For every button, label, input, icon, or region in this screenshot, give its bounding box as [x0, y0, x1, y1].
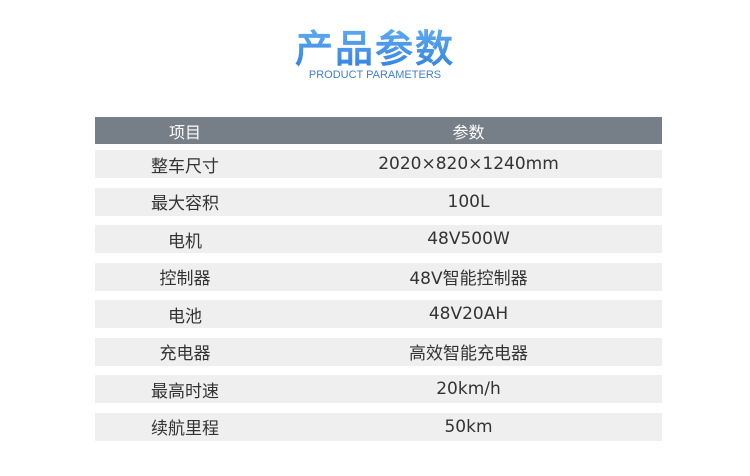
table-row: 最大容积 100L [95, 187, 662, 216]
row-item: 充电器 [159, 344, 211, 364]
table-row: 最高时速 20km/h [95, 375, 662, 403]
row-item: 电机 [168, 231, 202, 252]
row-item: 电池 [168, 306, 202, 327]
row-item: 控制器 [159, 269, 211, 289]
page-title: 产品参数 [0, 18, 750, 73]
header-param: 参数 [452, 122, 485, 142]
table-row: 电池 48V20AH [95, 300, 662, 328]
row-value: 2020×820×1240mm [378, 154, 559, 174]
row-item: 整车尺寸 [151, 156, 219, 177]
table-row: 整车尺寸 2020×820×1240mm [95, 150, 662, 178]
row-value: 20km/h [436, 379, 501, 399]
table-row: 充电器 高效智能充电器 [95, 337, 662, 366]
row-item: 最高时速 [151, 381, 219, 402]
row-value: 50km [444, 416, 493, 437]
row-value: 100L [447, 191, 490, 212]
row-value: 48V500W [427, 229, 510, 249]
row-item: 续航里程 [151, 419, 219, 439]
row-value: 48V20AH [428, 304, 509, 324]
table-row: 电机 48V500W [95, 225, 662, 253]
row-value: 48V智能控制器 [409, 269, 528, 289]
table-row: 续航里程 50km [95, 412, 662, 441]
parameters-table: 项目 参数 整车尺寸 2020×820×1240mm 最大容积 100L 电机 48V50… [95, 117, 662, 450]
table-header: 项目 参数 [95, 117, 662, 144]
row-value: 高效智能充电器 [409, 344, 528, 364]
header-item: 项目 [168, 122, 201, 142]
page-subtitle: PRODUCT PARAMETERS [308, 69, 442, 81]
table-row: 控制器 48V智能控制器 [95, 262, 662, 291]
row-item: 最大容积 [151, 194, 219, 214]
